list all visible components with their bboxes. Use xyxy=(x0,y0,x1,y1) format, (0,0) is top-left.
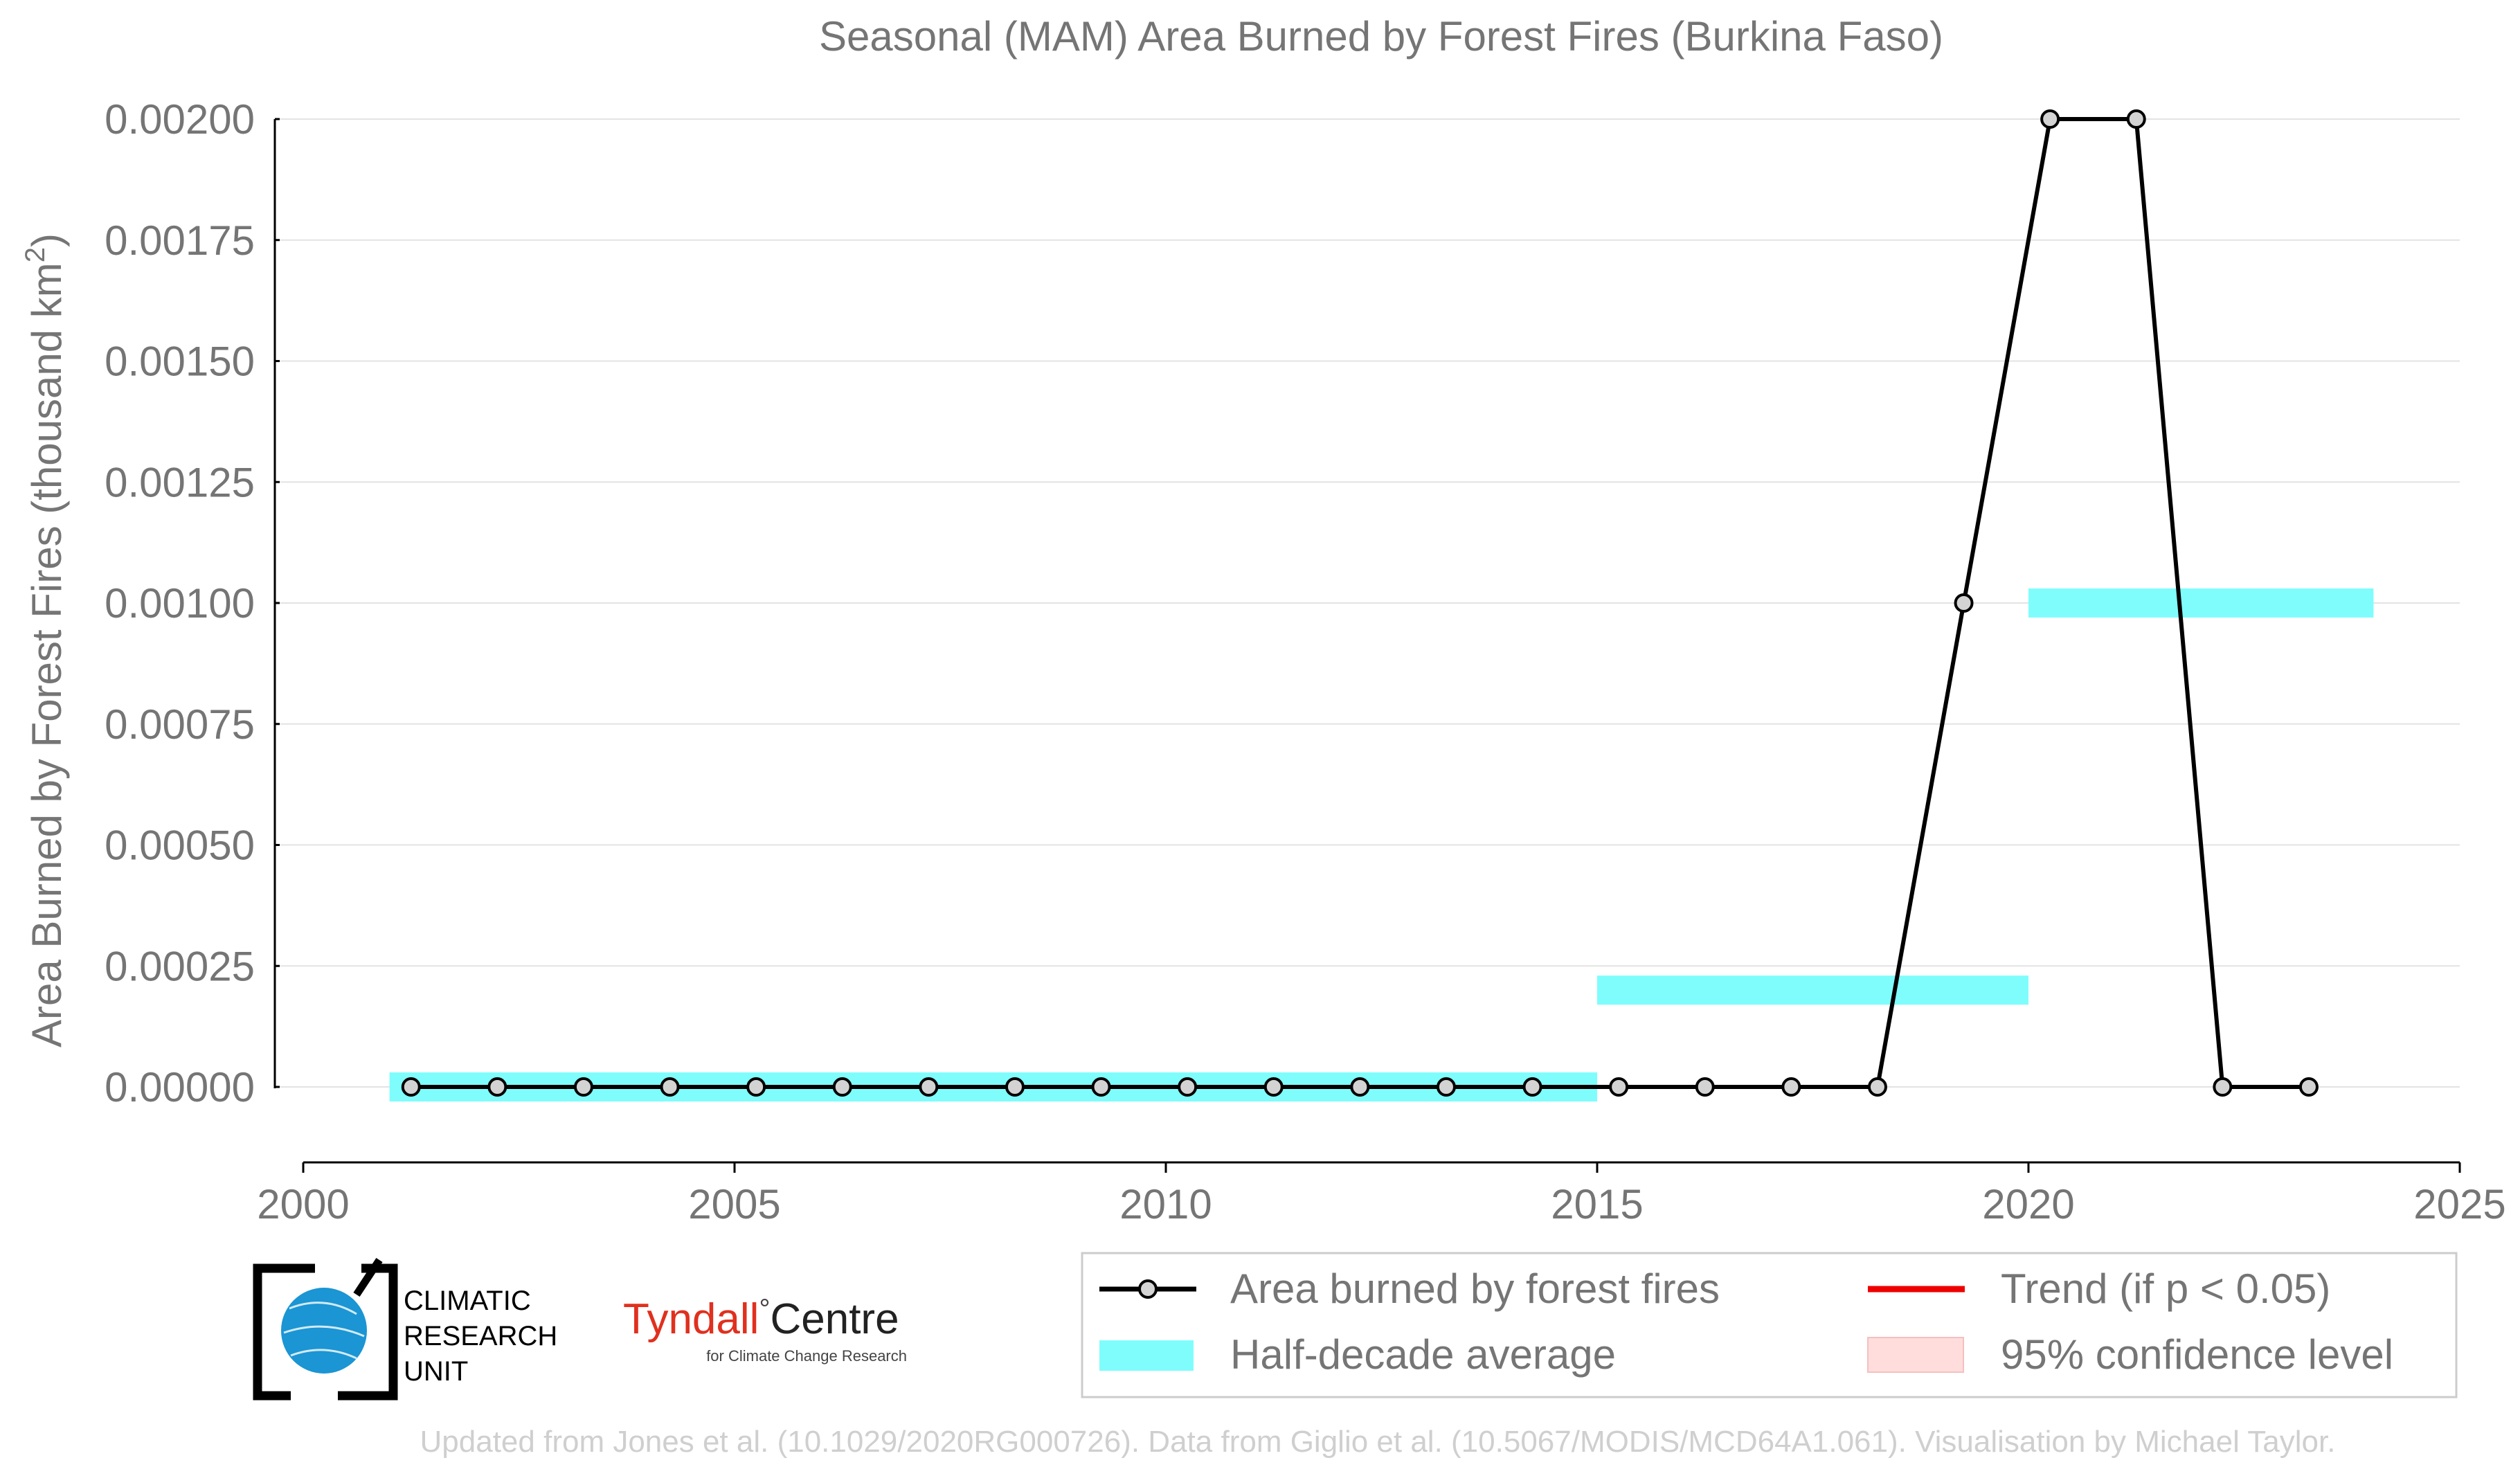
y-axis-label-sup: 2 xyxy=(20,247,51,262)
cru-logo-line-3: UNIT xyxy=(404,1356,468,1387)
legend-entry-trend: Trend (if p < 0.05) xyxy=(1868,1266,2330,1312)
legend-label: Half-decade average xyxy=(1230,1331,1616,1378)
x-axis-ticks: 2000 2005 2010 2015 2020 2025 xyxy=(257,1162,2506,1227)
legend-entry-confidence: 95% confidence level xyxy=(1867,1331,2393,1378)
data-point xyxy=(919,1077,939,1097)
data-point xyxy=(2213,1077,2233,1097)
chart-title: Seasonal (MAM) Area Burned by Forest Fir… xyxy=(819,13,1943,60)
x-tick-label: 2005 xyxy=(688,1181,780,1227)
x-tick-label: 2025 xyxy=(2413,1181,2505,1227)
y-axis-label: Area Burned by Forest Fires (thousand km… xyxy=(20,233,70,1047)
x-tick-label: 2015 xyxy=(1551,1181,1643,1227)
footer-credit: Updated from Jones et al. (10.1029/2020R… xyxy=(420,1425,2336,1459)
y-tick-label: 0.00125 xyxy=(105,459,255,505)
y-tick-label: 0.00050 xyxy=(105,822,255,869)
y-axis-label-main: Area Burned by Forest Fires (thousand km xyxy=(24,262,70,1047)
y-tick-label: 0.00025 xyxy=(105,943,255,989)
cru-logo: CLIMATIC RESEARCH UNIT xyxy=(253,1257,557,1401)
cru-logo-line-2: RESEARCH xyxy=(404,1321,557,1351)
y-axis-ticks: 0.00000 0.00025 0.00050 0.00075 0.00100 0.001… xyxy=(105,96,280,1110)
legend-entry-area-burned: Area burned by forest fires xyxy=(1099,1266,1720,1312)
cru-logo-line-1: CLIMATIC xyxy=(404,1286,531,1316)
legend-entry-half-decade: Half-decade average xyxy=(1099,1331,1616,1378)
data-point xyxy=(832,1077,852,1097)
tyndall-logo: Tyndall°Centre for Climate Change Resear… xyxy=(623,1294,907,1365)
data-point xyxy=(401,1077,421,1097)
legend-label: Area burned by forest fires xyxy=(1230,1266,1720,1312)
x-tick-label: 2010 xyxy=(1119,1181,1212,1227)
data-point xyxy=(1522,1077,1542,1097)
x-tick-label: 2000 xyxy=(257,1181,349,1227)
data-point xyxy=(746,1077,766,1097)
data-point xyxy=(1263,1077,1284,1097)
tyndall-logo-centre: Centre xyxy=(770,1295,899,1343)
half-decade-average-bar xyxy=(2028,588,2374,618)
data-point xyxy=(660,1077,680,1097)
data-point xyxy=(1178,1077,1198,1097)
tyndall-logo-main: Tyndall xyxy=(623,1295,759,1343)
data-point xyxy=(487,1077,507,1097)
data-point xyxy=(1867,1077,1887,1097)
data-point xyxy=(2126,109,2146,129)
data-point xyxy=(2298,1077,2319,1097)
y-tick-label: 0.00100 xyxy=(105,580,255,627)
data-point xyxy=(1695,1077,1715,1097)
svg-text:Tyndall°Centre: Tyndall°Centre xyxy=(623,1294,899,1343)
y-tick-label: 0.00200 xyxy=(105,96,255,143)
y-tick-label: 0.00150 xyxy=(105,339,255,385)
series-area-burned xyxy=(401,109,2319,1097)
data-point xyxy=(1350,1077,1370,1097)
y-axis-label-close: ) xyxy=(24,233,70,247)
data-point xyxy=(2040,109,2060,129)
legend-label: 95% confidence level xyxy=(2001,1331,2393,1378)
x-tick-label: 2020 xyxy=(1982,1181,2074,1227)
data-point xyxy=(573,1077,593,1097)
legend-label: Trend (if p < 0.05) xyxy=(2001,1266,2330,1312)
y-tick-label: 0.00075 xyxy=(105,701,255,748)
data-point xyxy=(1005,1077,1025,1097)
tyndall-logo-subtitle: for Climate Change Research xyxy=(706,1347,907,1365)
data-point xyxy=(1609,1077,1629,1097)
legend-box xyxy=(1081,1252,2458,1398)
gridlines xyxy=(275,118,2460,1088)
tyndall-logo-degree: ° xyxy=(759,1294,770,1324)
data-point xyxy=(1781,1077,1801,1097)
data-point xyxy=(1436,1077,1456,1097)
data-point xyxy=(1091,1077,1111,1097)
y-tick-label: 0.00000 xyxy=(105,1064,255,1110)
data-point xyxy=(1954,593,1974,613)
half-decade-average-bar xyxy=(1597,975,2028,1005)
legend: Area burned by forest fires Trend (if p … xyxy=(1081,1252,2458,1398)
legend-marker xyxy=(1138,1279,1158,1299)
y-tick-label: 0.00175 xyxy=(105,217,255,264)
